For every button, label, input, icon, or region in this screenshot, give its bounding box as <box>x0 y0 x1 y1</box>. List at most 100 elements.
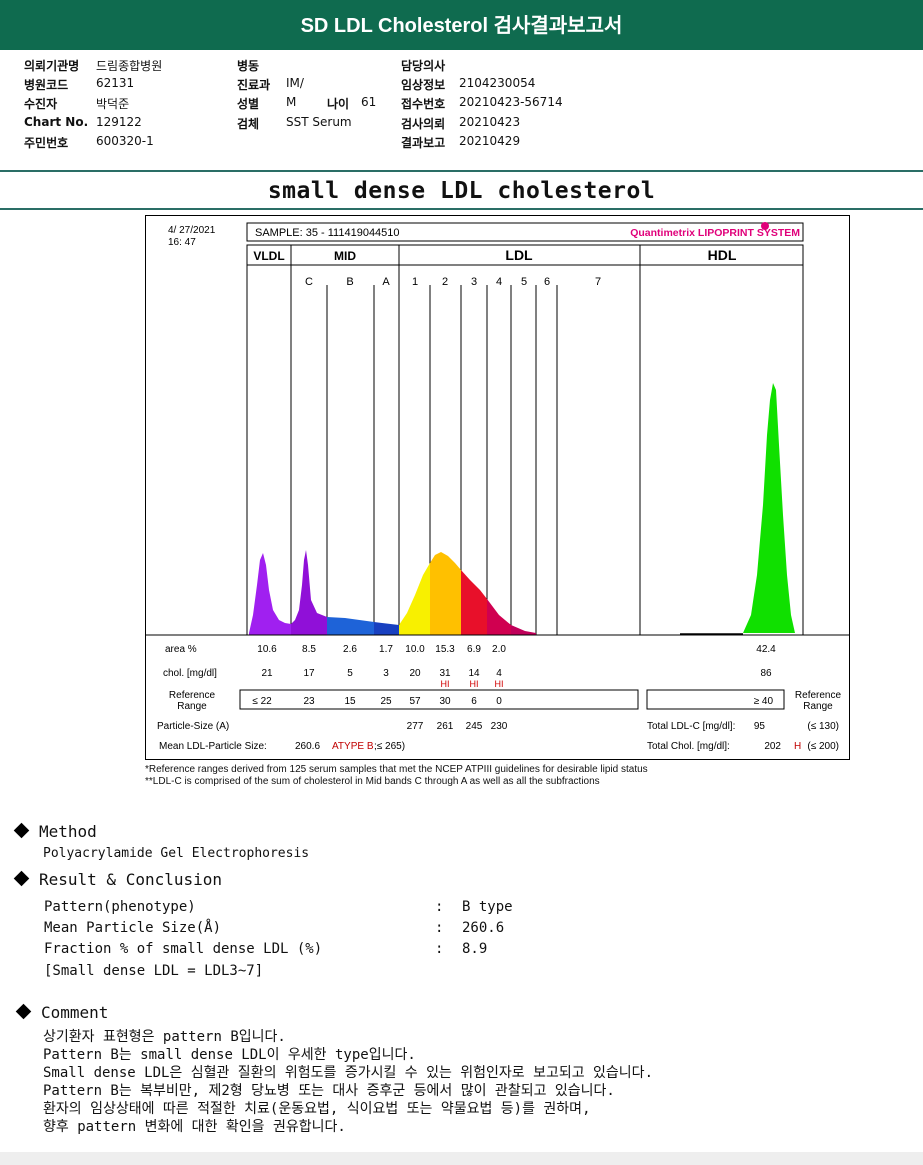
ref-label-1: Reference <box>169 690 216 701</box>
report-title-bar: SD LDL Cholesterol 검사결과보고서 <box>0 0 923 50</box>
sample-box <box>246 222 804 242</box>
peak-hdl <box>743 383 795 633</box>
total-ldlc-ref: (≤ 130) <box>807 721 839 732</box>
particle-size-label: Particle-Size (A) <box>157 721 229 732</box>
label-department: 진료과 <box>237 78 271 92</box>
peak-ldl1 <box>399 563 430 635</box>
total-ldlc-value: 95 <box>754 721 766 732</box>
ref-v5: 30 <box>439 696 451 707</box>
band-c: C <box>305 276 313 288</box>
label-ward: 병동 <box>237 59 260 73</box>
value-receipt-no: 20210423-56714 <box>459 95 563 109</box>
table-rows: area % 10.6 8.5 2.6 1.7 10.0 15.3 6.9 2.… <box>157 644 842 752</box>
ref-label-r2: Range <box>803 701 833 712</box>
footnote-1: *Reference ranges derived from 125 serum… <box>145 764 648 775</box>
mean-size-label: Mean LDL-Particle Size: <box>159 741 267 752</box>
chol-label: chol. [mg/dl] <box>163 668 217 679</box>
chart-time: 16: 47 <box>168 237 196 248</box>
value-hospital-code: 62131 <box>96 76 135 90</box>
ref-hdl: ≥ 40 <box>754 696 774 707</box>
ps-v3: 230 <box>491 721 508 732</box>
value-sex: M <box>286 95 297 109</box>
value-report-date: 20210429 <box>459 134 521 148</box>
result-note: [Small dense LDL = LDL3~7] <box>44 963 264 979</box>
chart-frame <box>145 215 850 760</box>
band-1: 1 <box>412 276 418 288</box>
comment-line-0: 상기환자 표현형은 pattern B입니다. <box>43 1029 286 1045</box>
header-divider <box>0 170 923 172</box>
peak-mid-a <box>374 622 399 635</box>
band-labels: C B A 1 2 3 4 5 6 7 <box>305 276 601 288</box>
label-receipt-no: 접수번호 <box>401 97 446 111</box>
band-2: 2 <box>442 276 448 288</box>
label-specimen: 검체 <box>237 117 260 131</box>
brand-mark <box>761 222 769 230</box>
lipoprint-chart: 4/ 27/2021 16: 47 SAMPLE: 35 - 111419044… <box>145 215 850 760</box>
method-text: Polyacrylamide Gel Electrophoresis <box>43 846 310 861</box>
group-ldl: LDL <box>505 247 533 263</box>
area-v3: 1.7 <box>379 644 393 655</box>
ref-label-r1: Reference <box>795 690 842 701</box>
area-v4: 10.0 <box>405 644 425 655</box>
chol-v8: 86 <box>760 668 772 679</box>
comment-line-2: Small dense LDL은 심혈관 질환의 위험도를 증가시킬 수 있는 … <box>43 1065 653 1081</box>
band-4: 4 <box>496 276 502 288</box>
value-department: IM/ <box>286 76 304 90</box>
diamond-bullet-icon <box>13 822 30 839</box>
area-v8: 42.4 <box>756 644 776 655</box>
label-request-date: 검사의뢰 <box>401 117 446 131</box>
report-title: SD LDL Cholesterol 검사결과보고서 <box>300 15 623 37</box>
group-mid: MID <box>334 249 356 263</box>
method-heading: Method <box>13 822 97 841</box>
total-chol-ref: (≤ 200) <box>807 741 839 752</box>
chol-v7: 4 <box>496 668 502 679</box>
result-value-2: 8.9 <box>462 941 488 957</box>
ref-box-left <box>239 689 639 710</box>
label-doctor: 담당의사 <box>401 59 446 73</box>
ps-v2: 245 <box>466 721 483 732</box>
band-dividers <box>246 245 804 635</box>
band-7: 7 <box>595 276 601 288</box>
chart-sample: SAMPLE: 35 - 111419044510 <box>255 227 400 239</box>
band-5: 5 <box>521 276 527 288</box>
chol-v4: 20 <box>409 668 421 679</box>
ref-v2: 15 <box>344 696 356 707</box>
area-v7: 2.0 <box>492 644 506 655</box>
mean-size-type: ATYPE B <box>332 741 374 752</box>
footer-bar <box>0 1152 923 1165</box>
chol-v6: 14 <box>468 668 480 679</box>
comment-heading: Comment <box>15 1003 108 1022</box>
chol-v2: 5 <box>347 668 353 679</box>
area-v5: 15.3 <box>435 644 455 655</box>
value-age: 61 <box>361 95 377 109</box>
result-heading: Result & Conclusion <box>13 870 222 889</box>
chol-v3: 3 <box>383 668 389 679</box>
area-v6: 6.9 <box>467 644 481 655</box>
result-colon-0: : <box>435 899 444 915</box>
label-clinical-info: 임상정보 <box>401 78 446 92</box>
result-colon-1: : <box>435 920 444 936</box>
label-resident-no: 주민번호 <box>24 136 69 150</box>
ps-v1: 261 <box>437 721 454 732</box>
total-chol-flag: H <box>794 741 801 752</box>
comment-line-3: Pattern B는 복부비만, 제2형 당뇨병 또는 대사 증후군 등에서 많… <box>43 1083 615 1099</box>
value-request-date: 20210423 <box>459 115 521 129</box>
comment-line-1: Pattern B는 small dense LDL이 우세한 type입니다. <box>43 1047 416 1063</box>
label-patient: 수진자 <box>24 97 58 111</box>
chart-brand: Quantimetrix LIPOPRINT SYSTEM <box>630 227 800 239</box>
hi-flag-4: HI <box>495 679 504 689</box>
label-sex: 성별 <box>237 97 260 111</box>
diamond-bullet-icon <box>15 1003 32 1020</box>
area-v1: 8.5 <box>302 644 316 655</box>
result-value-1: 260.6 <box>462 920 505 936</box>
ref-box-right <box>646 689 785 710</box>
result-label-0: Pattern(phenotype) <box>44 899 196 915</box>
ref-v7: 0 <box>496 696 502 707</box>
band-b: B <box>346 276 353 288</box>
ref-label-2: Range <box>177 701 207 712</box>
chol-v1: 17 <box>303 668 315 679</box>
mean-size-ref: ;≤ 265) <box>374 741 405 752</box>
group-hdl: HDL <box>708 247 737 263</box>
result-label-2: Fraction % of small dense LDL (%) <box>44 941 323 957</box>
comment-line-4: 환자의 임상상태에 따른 적절한 치료(운동요법, 식이요법 또는 약물요법 등… <box>43 1101 591 1117</box>
